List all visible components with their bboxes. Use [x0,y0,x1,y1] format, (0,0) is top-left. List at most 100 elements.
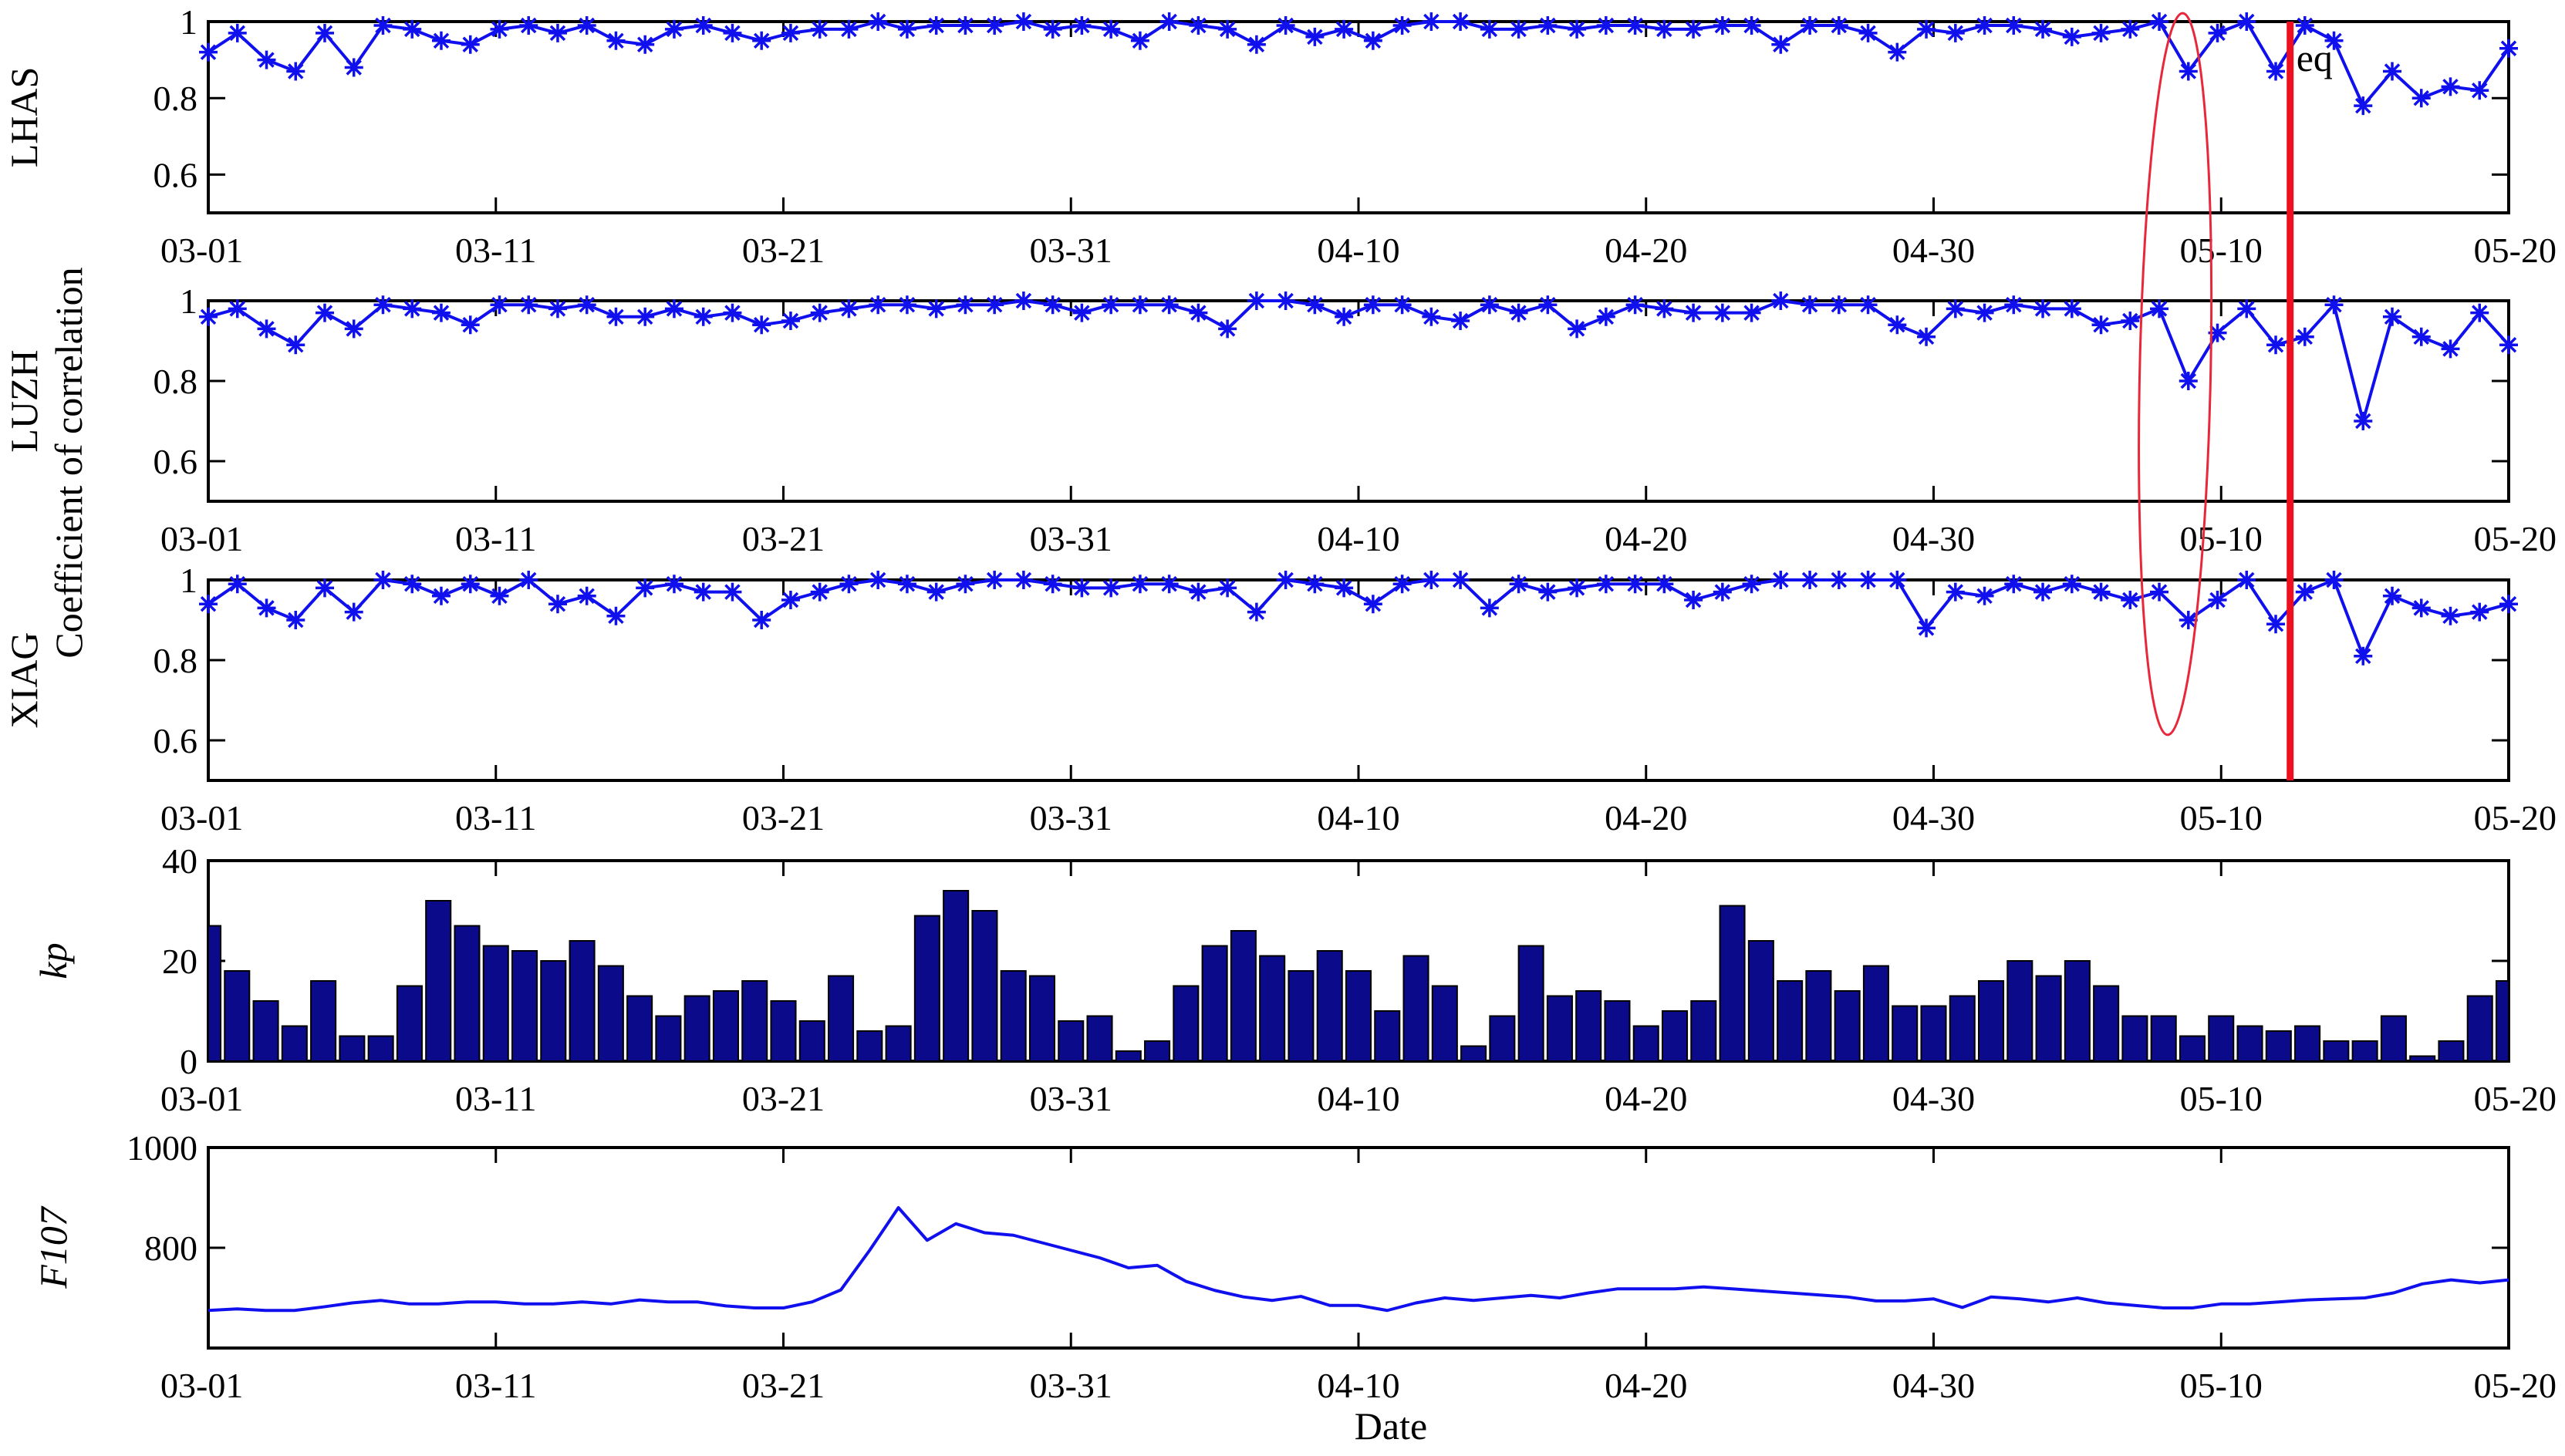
data-point [461,315,480,335]
x-tick-label: 04-30 [1892,798,1975,838]
x-tick-label: 05-10 [2180,231,2263,270]
data-point [2354,646,2373,666]
kp-bar [2351,1040,2378,1062]
kp-bar [482,945,509,1062]
data-point [1742,303,1761,322]
kp-bar [1920,1005,1947,1062]
data-point [1801,15,1820,35]
data-point [286,62,305,81]
y-tick-label: 0.8 [154,362,198,401]
data-point [1509,303,1528,322]
shared-ylabel: Coefficient of correlation [47,267,90,658]
data-point [2354,96,2373,116]
data-point [752,611,771,629]
data-point [1130,295,1149,315]
data-point [1888,315,1907,335]
kp-bar [2035,975,2062,1062]
data-point [1625,575,1645,594]
x-tick-label: 04-20 [1605,1366,1687,1405]
data-point [1917,19,1936,39]
y-axis-label: F107 [32,1205,75,1289]
kp-bar [310,980,337,1062]
kp-bar [1402,955,1429,1062]
kp-bar [798,1020,825,1062]
data-point [1801,295,1820,315]
data-point [1043,19,1062,39]
data-point [403,19,422,39]
data-point [228,575,247,594]
kp-bar [828,975,855,1062]
data-point [1130,31,1149,50]
data-point [810,303,829,322]
y-axis-label: XIAG [2,632,46,729]
data-point [344,319,363,339]
x-tick-label: 05-10 [2180,1366,2263,1405]
data-point [897,295,916,315]
data-point [1538,582,1558,602]
data-point [1451,12,1470,31]
data-point [1451,312,1470,330]
data-point [1422,307,1441,326]
data-point [1043,295,1062,315]
data-point [1305,295,1325,315]
data-point [1451,571,1470,589]
data-point [664,575,683,594]
kp-bar [1632,1025,1659,1062]
kp-bar [1949,995,1976,1062]
data-point [1130,575,1149,594]
y-tick-label: 0.6 [154,721,198,760]
plot-frame [207,1146,2510,1350]
data-point [461,35,480,54]
data-point [1247,602,1266,622]
x-tick-label: 03-01 [160,231,243,270]
x-tick-label: 05-10 [2180,1079,2263,1118]
data-point [1946,299,1965,318]
y-tick-label: 0.8 [154,641,198,680]
kp-bar [1374,1010,1401,1062]
data-point [1392,15,1412,35]
x-tick-label: 04-10 [1317,231,1399,270]
data-point [431,31,451,50]
kp-bar [1115,1050,1142,1062]
data-point [2411,327,2431,346]
kp-bar [1288,970,1315,1062]
x-tick-label: 03-31 [1030,1079,1112,1118]
data-point [1975,303,1994,322]
kp-bar [425,900,452,1062]
data-point [1742,575,1761,594]
data-point [723,303,742,322]
x-tick-label: 04-30 [1892,1366,1975,1405]
data-point [461,575,480,594]
x-tick-label: 04-10 [1317,519,1399,558]
data-point [694,15,713,35]
kp-bar [1086,1015,1113,1062]
data-point [810,582,829,602]
data-point [1801,571,1820,589]
data-point [2091,23,2111,42]
x-tick-label: 03-01 [160,519,243,558]
data-point [839,299,859,318]
y-tick-label: 40 [162,841,197,881]
kp-bar [1805,970,1832,1062]
y-tick-label: 800 [144,1228,197,1268]
data-point [985,15,1004,35]
data-point [1858,571,1878,589]
data-point [228,23,247,42]
data-point [1568,319,1587,339]
data-point [1917,618,1936,638]
data-point [1422,12,1441,31]
y-axis-label: LUZH [2,349,46,452]
data-point [2062,27,2081,46]
kp-bar [1834,990,1861,1062]
data-point [1014,12,1033,31]
data-point [286,335,305,355]
data-point [2441,606,2460,625]
data-point [2295,327,2314,346]
kp-bar [1201,945,1228,1062]
kp-bar [2323,1040,2350,1062]
data-point [315,303,334,322]
kp-bar [2121,1015,2148,1062]
x-tick-label: 03-31 [1030,231,1112,270]
kp-bar [2495,980,2509,1062]
kp-bar [1546,995,1573,1062]
